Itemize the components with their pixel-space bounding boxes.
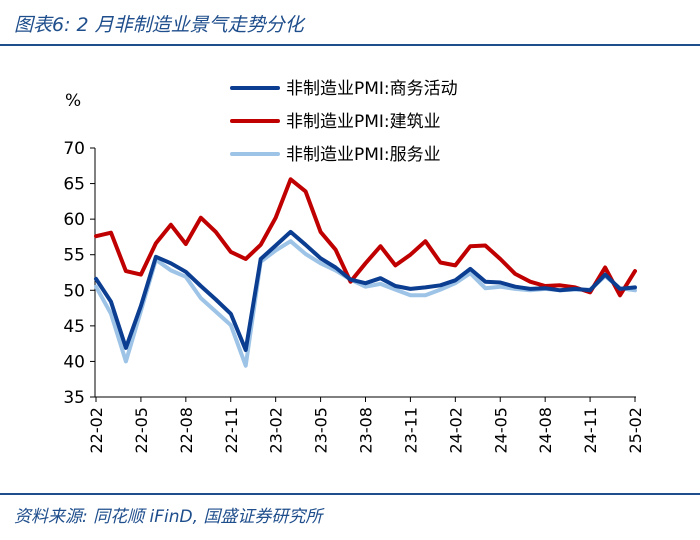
series-line-2	[94, 177, 637, 298]
y-tick-label: 60	[63, 210, 85, 230]
x-tick-label: 22-02	[87, 407, 106, 454]
y-tick-label: 55	[63, 246, 85, 266]
y-axis-unit-label: %	[65, 91, 81, 111]
legend-label-1: 非制造业PMI:商务活动	[286, 79, 458, 99]
y-tick-label: 70	[63, 139, 85, 159]
y-tick-label: 65	[63, 175, 85, 195]
x-axis-ticks: 22-02 22-05 22-08 22-11 23-02 23-05 23-08 23-11…	[87, 397, 645, 454]
y-tick-label: 40	[63, 352, 85, 372]
x-tick-label: 22-11	[222, 407, 241, 454]
x-tick-label: 23-11	[401, 407, 420, 454]
x-tick-label: 23-05	[312, 407, 331, 454]
figure-title: 图表6: 2 月非制造业景气走势分化	[14, 14, 304, 36]
y-tick-label: 45	[63, 317, 85, 337]
series-lines	[94, 177, 637, 368]
source-note: 资料来源: 同花顺 iFinD, 国盛证券研究所	[14, 507, 323, 527]
x-tick-label: 25-02	[626, 407, 645, 454]
source-rule	[0, 493, 700, 495]
title-rule	[0, 44, 700, 46]
x-tick-label: 22-05	[132, 407, 151, 454]
x-tick-label: 24-11	[581, 407, 600, 454]
x-tick-label: 22-08	[177, 407, 196, 454]
y-axis-ticks: 35 40 45 50 55 60 65 70	[63, 139, 95, 408]
x-tick-label: 23-02	[267, 407, 286, 454]
x-tick-label: 24-05	[491, 407, 510, 454]
y-tick-label: 35	[63, 388, 85, 408]
series-line-1	[94, 229, 637, 352]
legend-label-3: 非制造业PMI:服务业	[286, 145, 441, 165]
x-tick-label: 23-08	[357, 407, 376, 454]
x-tick-label: 24-02	[446, 407, 465, 454]
legend-label-2: 非制造业PMI:建筑业	[286, 112, 441, 132]
x-tick-label: 24-08	[536, 407, 555, 454]
series-line-3	[94, 239, 637, 368]
y-tick-label: 50	[63, 281, 85, 301]
